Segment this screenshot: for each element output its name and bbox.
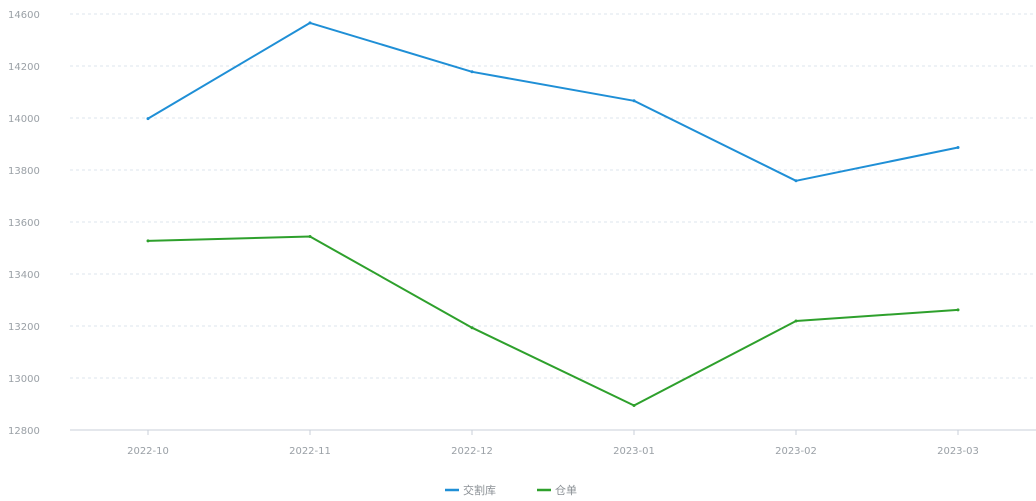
y-tick-label: 12800	[8, 426, 40, 437]
data-point	[146, 117, 150, 121]
x-tick-label: 2023-01	[613, 446, 655, 457]
data-point	[308, 21, 312, 25]
y-tick-label: 13400	[8, 270, 40, 281]
y-tick-labels: 14600 14200 14000 13800 13600 13400 13200 13000…	[8, 10, 40, 437]
x-tick-label: 2022-10	[127, 446, 169, 457]
legend-item[interactable]: 仓单	[537, 483, 577, 497]
x-tick-label: 2023-03	[937, 446, 979, 457]
legend-item[interactable]: 交割库	[445, 483, 496, 497]
data-point	[470, 70, 474, 74]
series-line-1	[147, 21, 959, 182]
y-tick-label: 14600	[8, 10, 40, 21]
data-point	[956, 308, 960, 312]
data-point	[632, 99, 636, 103]
y-tick-label: 13000	[8, 374, 40, 385]
y-tick-label: 13600	[8, 218, 40, 229]
x-tick-labels: 2022-10 2022-11 2022-12 2023-01 2023-02 2023-…	[127, 430, 979, 457]
x-tick-label: 2022-11	[289, 446, 331, 457]
legend-label: 仓单	[555, 483, 577, 497]
data-point	[794, 179, 798, 183]
data-point	[308, 235, 312, 238]
data-point	[470, 326, 474, 330]
y-tick-label: 13800	[8, 166, 40, 177]
x-tick-label: 2023-02	[775, 446, 817, 457]
series-lines	[146, 21, 960, 407]
legend-label: 交割库	[463, 483, 496, 497]
series-line-2	[147, 235, 959, 407]
data-point	[794, 319, 798, 323]
data-point	[956, 146, 960, 149]
grid-lines	[70, 13, 1036, 379]
y-tick-label: 13200	[8, 322, 40, 333]
x-tick-label: 2022-12	[451, 446, 493, 457]
data-point	[146, 239, 150, 243]
legend: 交割库 仓单	[445, 483, 577, 497]
y-tick-label: 14200	[8, 62, 40, 73]
data-point	[632, 404, 636, 407]
y-tick-label: 14000	[8, 114, 40, 125]
